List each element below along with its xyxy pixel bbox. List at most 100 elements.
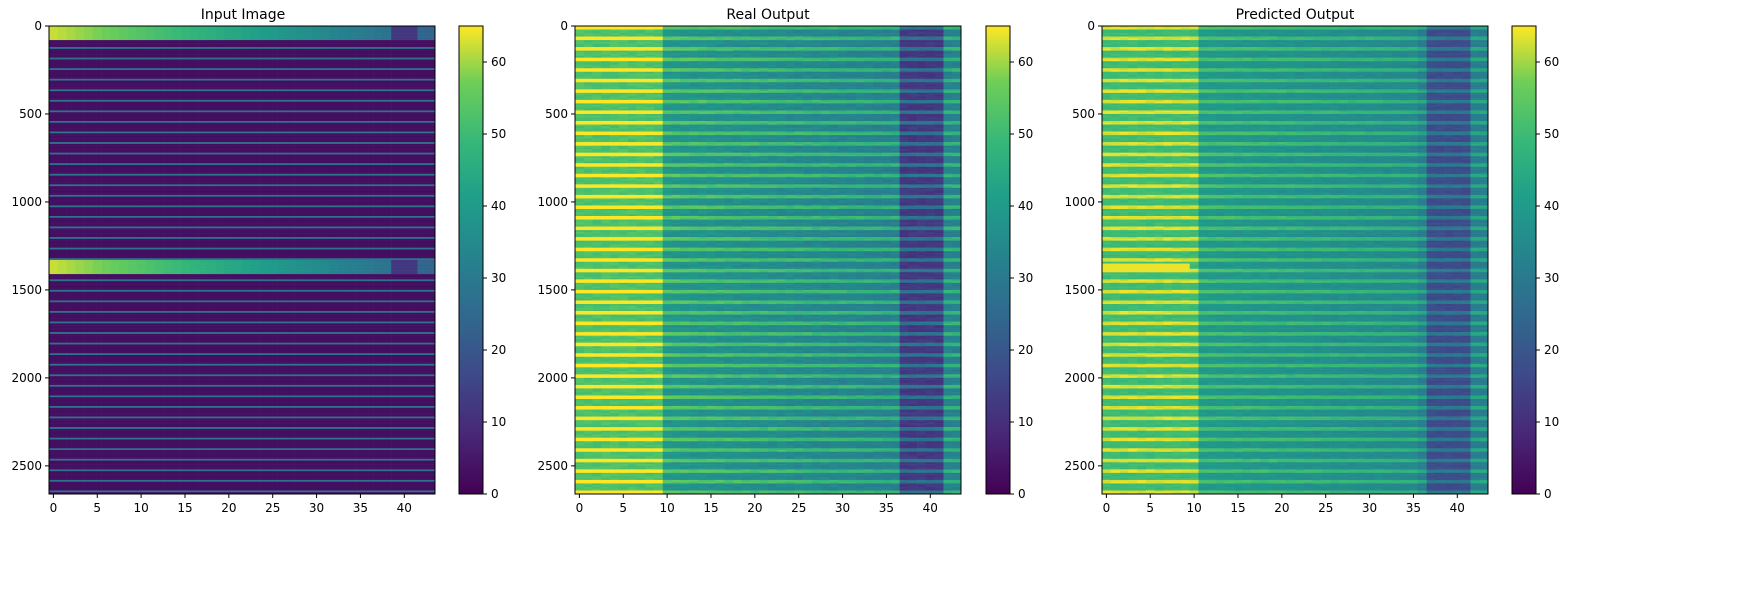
heatmap-cell <box>110 77 120 80</box>
heatmap-cell <box>338 184 348 187</box>
heatmap-cell <box>136 103 146 106</box>
heatmap-cell <box>215 68 225 71</box>
heatmap-cell <box>347 66 357 69</box>
heatmap-cell <box>250 122 260 125</box>
heatmap-cell <box>110 27 120 30</box>
heatmap-cell <box>356 99 366 102</box>
heatmap-cell <box>242 201 252 204</box>
heatmap-cell <box>242 59 252 62</box>
heatmap-cell <box>320 208 331 212</box>
heatmap-cell <box>57 31 67 34</box>
heatmap-cell <box>259 221 269 224</box>
heatmap-cell <box>145 33 155 36</box>
heatmap-cell <box>75 87 85 90</box>
heatmap-cell <box>399 31 409 34</box>
heatmap-cell <box>154 55 164 58</box>
heatmap-cell <box>233 50 243 53</box>
heatmap-cell <box>373 187 383 190</box>
heatmap-cell <box>84 26 94 29</box>
heatmap-cell <box>347 122 357 125</box>
heatmap-cell <box>119 98 129 101</box>
heatmap-cell <box>206 200 216 203</box>
heatmap-cell <box>382 186 392 189</box>
heatmap-cell <box>224 175 234 178</box>
heatmap-cell <box>154 61 164 64</box>
heatmap-cell <box>206 191 216 194</box>
heatmap-cell <box>259 33 269 36</box>
heatmap-cell <box>417 207 427 210</box>
heatmap-cell <box>382 154 392 157</box>
heatmap-cell <box>285 149 295 152</box>
heatmap-cell <box>399 112 409 115</box>
heatmap-cell <box>215 210 225 213</box>
heatmap-cell <box>382 47 392 50</box>
heatmap-cell <box>338 112 348 115</box>
heatmap-cell <box>382 34 392 37</box>
heatmap-cell <box>417 124 427 127</box>
heatmap-cell <box>75 77 85 80</box>
heatmap-cell <box>320 180 331 183</box>
heatmap-cell <box>417 163 427 166</box>
heatmap-cell <box>373 85 383 88</box>
heatmap-cell <box>259 121 269 124</box>
heatmap-cell <box>66 133 76 136</box>
heatmap-cell <box>171 119 181 122</box>
heatmap-cell <box>233 198 243 201</box>
heatmap-cell <box>224 135 234 138</box>
heatmap-cell <box>294 69 304 73</box>
heatmap-cell <box>268 194 278 197</box>
heatmap-cell <box>154 66 164 69</box>
heatmap-cell <box>338 166 348 169</box>
heatmap-cell <box>391 92 401 95</box>
heatmap-cell <box>408 29 418 32</box>
heatmap-cell <box>312 203 322 206</box>
heatmap-cell <box>417 55 427 58</box>
heatmap-cell <box>250 75 260 78</box>
heatmap-cell <box>250 145 260 148</box>
heatmap-cell <box>277 33 287 36</box>
heatmap-cell <box>49 55 59 58</box>
heatmap-cell <box>399 94 409 97</box>
heatmap-cell <box>303 128 313 131</box>
heatmap-cell <box>312 43 322 46</box>
heatmap-cell <box>75 110 85 113</box>
heatmap-cell <box>233 91 243 94</box>
heatmap-cell <box>119 212 129 215</box>
heatmap-cell <box>84 61 94 64</box>
heatmap-cell <box>180 55 190 58</box>
heatmap-cell <box>391 147 401 150</box>
heatmap-cell <box>329 69 339 73</box>
heatmap-cell <box>294 136 304 139</box>
heatmap-cell <box>75 201 85 204</box>
heatmap-cell <box>180 98 190 101</box>
heatmap-cell <box>426 105 436 108</box>
heatmap-cell <box>364 87 374 90</box>
heatmap-cell <box>163 198 173 201</box>
heatmap-cell <box>66 187 76 190</box>
heatmap-cell <box>92 223 102 226</box>
heatmap-cell <box>215 203 225 206</box>
heatmap-cell <box>373 135 383 138</box>
heatmap-cell <box>57 196 67 199</box>
heatmap-cell <box>75 31 85 34</box>
heatmap-cell <box>66 140 76 143</box>
heatmap-cell <box>233 159 243 162</box>
heatmap-cell <box>373 108 383 111</box>
heatmap-cell <box>303 26 313 29</box>
heatmap-cell <box>382 173 392 176</box>
heatmap-cell <box>189 198 199 201</box>
heatmap-cell <box>75 131 85 134</box>
heatmap-cell <box>399 52 409 55</box>
heatmap-cell <box>277 92 287 95</box>
heatmap-cell <box>399 159 409 162</box>
heatmap-cell <box>242 89 252 92</box>
heatmap-cell <box>373 184 383 187</box>
heatmap-cell <box>233 57 243 60</box>
heatmap-cell <box>347 198 357 201</box>
heatmap-cell <box>312 205 322 208</box>
heatmap-cell <box>250 66 260 69</box>
heatmap-cell <box>136 115 146 118</box>
heatmap-cell <box>285 164 295 168</box>
heatmap-cell <box>198 94 208 97</box>
heatmap-cell <box>206 208 216 212</box>
